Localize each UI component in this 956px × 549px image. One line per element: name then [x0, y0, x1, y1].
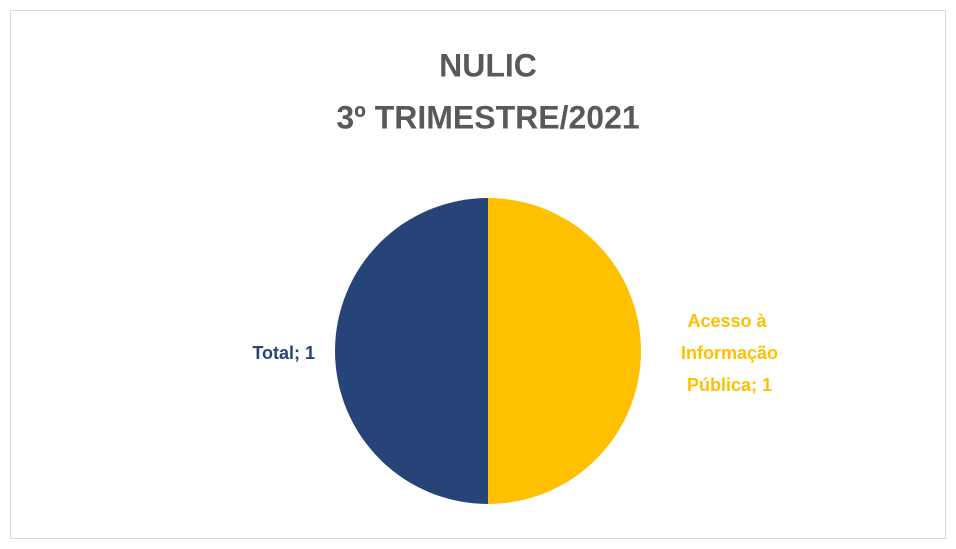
chart-title: NULIC [439, 47, 537, 83]
data-label: Total; 1 [252, 343, 315, 363]
chart-title: 3º TRIMESTRE/2021 [336, 99, 639, 135]
pie-slice [488, 198, 641, 504]
data-label: Acesso à Informação Pública; 1 [676, 311, 778, 395]
pie-slice [335, 198, 488, 504]
